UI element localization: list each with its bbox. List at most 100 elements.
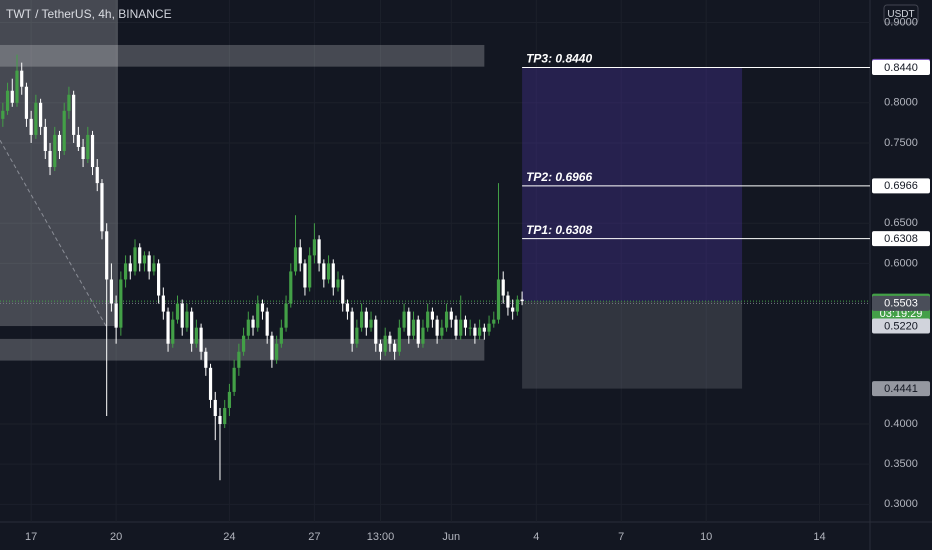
candle-body	[38, 102, 43, 127]
x-tick-label: 7	[618, 531, 624, 543]
candle-body	[482, 327, 486, 332]
candle-body	[303, 263, 307, 288]
y-tick-label: 0.9000	[884, 16, 918, 28]
candle-body	[123, 263, 128, 280]
candle-body	[213, 399, 217, 416]
candle-body	[492, 319, 496, 324]
y-tick-label: 0.6500	[884, 217, 918, 229]
candle-body	[388, 335, 392, 344]
candle-body	[331, 263, 335, 288]
candle-body	[81, 146, 85, 160]
candle-body	[298, 247, 302, 264]
y-tick-label: 0.7500	[884, 137, 918, 149]
candle-body	[48, 150, 52, 168]
candle-body	[208, 367, 213, 400]
candle-body	[62, 110, 66, 151]
candle-body	[511, 307, 515, 312]
candle-body	[86, 134, 90, 160]
candle-body	[364, 311, 368, 328]
candle-body	[326, 263, 331, 280]
candle-body	[265, 311, 269, 336]
x-tick-label: Jun	[442, 531, 460, 543]
candle-body	[468, 327, 472, 329]
candle-body	[109, 279, 114, 304]
candle-body	[501, 279, 505, 296]
candle-body	[57, 134, 62, 151]
candle-body	[275, 343, 279, 360]
candle-body	[473, 327, 477, 336]
stop-zone	[522, 301, 743, 389]
candle-body	[515, 299, 519, 312]
level-label: TP3: 0.8440	[526, 52, 592, 66]
candle-body	[15, 70, 19, 103]
candle-body	[383, 335, 387, 352]
candle-body	[496, 279, 501, 320]
price-badge-label: 0.6308	[884, 233, 918, 245]
candle-body	[317, 239, 321, 264]
candle-body	[34, 102, 38, 135]
candle-body	[204, 351, 208, 368]
candle-body	[270, 335, 274, 360]
candle-body	[95, 167, 99, 184]
candle-body	[166, 311, 170, 344]
candle-body	[10, 90, 14, 103]
x-tick-label: 14	[813, 531, 825, 543]
candle-body	[194, 327, 198, 344]
y-tick-label: 0.4000	[884, 418, 918, 430]
candle-body	[218, 415, 222, 425]
currency-label[interactable]: USDT	[887, 9, 914, 20]
x-tick-label: 4	[533, 531, 539, 543]
candle-body	[175, 303, 180, 320]
candle-body	[440, 327, 444, 336]
price-badge	[872, 59, 930, 75]
candle-body	[435, 319, 439, 336]
x-tick-label: 10	[700, 531, 712, 543]
candle-body	[1, 110, 5, 119]
candle-body	[487, 323, 491, 332]
x-tick-label: 13:00	[367, 531, 395, 543]
candle-body	[246, 319, 250, 336]
candle-body	[478, 327, 482, 336]
x-tick-label: 20	[110, 531, 122, 543]
candle-body	[459, 319, 463, 336]
chart-title: TWT / TetherUS, 4h, BINANCE	[6, 7, 172, 21]
level-label: TP2: 0.6966	[526, 170, 592, 184]
candle-body	[402, 311, 406, 328]
candle-body	[161, 295, 165, 312]
candle-body	[341, 279, 345, 304]
candle-body	[190, 311, 194, 344]
candle-body	[232, 367, 236, 392]
candle-body	[128, 263, 132, 272]
candle-body	[241, 335, 246, 352]
currency-box[interactable]	[883, 4, 919, 24]
zone	[0, 44, 485, 67]
candle-body	[256, 303, 260, 328]
candle-body	[43, 126, 47, 151]
candle-body	[312, 239, 316, 256]
candle-body	[449, 311, 453, 320]
candle-body	[416, 319, 420, 344]
level-label: TP1: 0.6308	[526, 223, 592, 237]
candle-body	[407, 311, 411, 336]
candle-body	[378, 343, 383, 352]
price-badge-label: 0.5503	[884, 298, 918, 310]
candle-body	[185, 311, 189, 328]
candle-body	[430, 311, 435, 320]
candle-body	[157, 263, 161, 296]
target-zone	[522, 67, 743, 302]
candle-body	[251, 319, 255, 328]
candle-body	[289, 271, 293, 304]
candle-body	[227, 391, 232, 408]
candle-body	[223, 407, 227, 425]
candle-body	[72, 94, 76, 135]
candle-body	[76, 134, 80, 147]
candle-body	[359, 311, 364, 328]
candle-body	[53, 134, 57, 168]
price-badge-label: 0.8440	[884, 62, 918, 74]
countdown-label: 03:19:29	[880, 308, 923, 320]
candle-body	[180, 303, 184, 328]
candle-body	[350, 311, 354, 344]
price-badge	[872, 381, 930, 397]
y-tick-label: 0.6000	[884, 257, 918, 269]
